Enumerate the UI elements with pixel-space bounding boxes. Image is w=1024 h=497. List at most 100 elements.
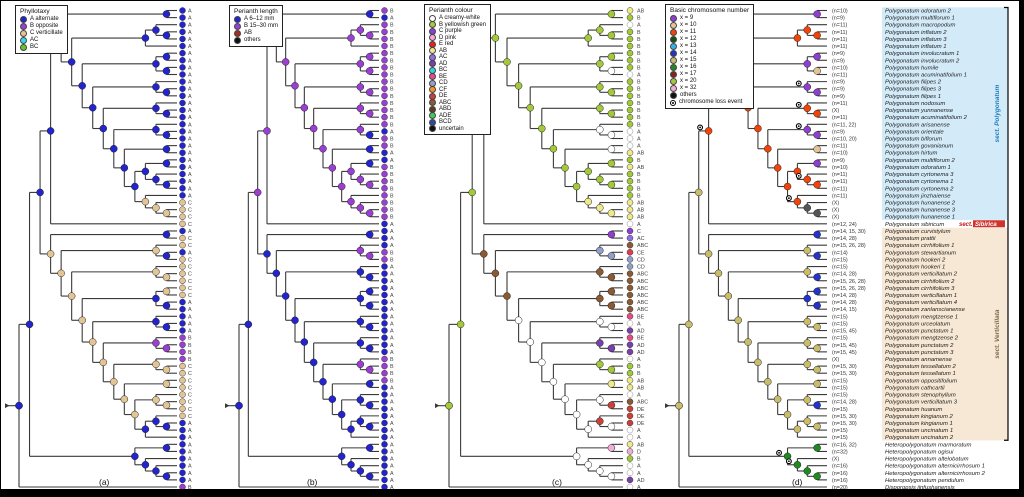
legend-item-label: DE [439, 93, 448, 99]
species-label: Polygonatum punctatum 3 [885, 350, 954, 356]
legend-item: x = 20 [670, 78, 749, 85]
ancestral-state-node [793, 425, 802, 433]
tip-state-label: B [188, 485, 192, 491]
ancestral-state-node [607, 230, 616, 239]
ancestral-state-node [596, 104, 604, 113]
ancestral-state-node [803, 396, 812, 404]
tip-state-label: A [188, 229, 192, 235]
tip-state-label: B [188, 357, 192, 363]
ancestral-state-node [803, 175, 812, 184]
tip-state-label: CD [637, 265, 645, 271]
ancestral-state-node [162, 88, 171, 97]
ancestral-state-node [152, 60, 160, 68]
tip-state-label: B [637, 172, 641, 178]
tip-state-label: B [637, 37, 641, 43]
chromosome-count-label: (n=11) [832, 37, 848, 43]
tip-state-dot [381, 469, 388, 477]
tip-state-dot [179, 78, 186, 85]
tip-state-dot [381, 412, 388, 420]
tip-state-label: CE [637, 250, 645, 256]
ancestral-state-node [110, 144, 118, 153]
species-label: Polygonatum cirrhifolium 2 [885, 279, 955, 285]
legend-item-label: ADE [439, 112, 452, 119]
tip-state-label: A [390, 286, 394, 292]
tip-state-label: B [637, 186, 641, 192]
ancestral-state-node [88, 338, 97, 346]
ancestral-state-node [813, 380, 821, 388]
chromosome-count-label: (n=15) [832, 265, 848, 271]
ancestral-state-node [813, 180, 821, 189]
chromosome-count-label: (n=15) [832, 378, 848, 384]
tip-state-label: B [390, 87, 394, 93]
tip-state-dot [626, 213, 634, 220]
tip-state-dot [626, 448, 634, 455]
tip-state-label: C [188, 265, 192, 271]
tip-state-dot [381, 170, 388, 178]
ancestral-state-node [803, 26, 812, 34]
ancestral-state-node [337, 452, 346, 461]
chromosome-count-label: (n=14, 28) [832, 236, 857, 242]
tip-state-label: A [188, 16, 192, 22]
tip-state-label: B [637, 364, 641, 370]
tip-state-dot [381, 192, 388, 199]
tip-state-dot [381, 21, 388, 28]
tip-state-label: A [188, 165, 192, 171]
tip-state-label: A [390, 129, 394, 135]
chromosome-count-label: (n=9) [832, 129, 845, 135]
tip-state-label: A [188, 471, 192, 477]
tip-state-label: A [390, 236, 394, 242]
ancestral-state-node [25, 320, 34, 329]
chromosome-count-label: (X) [832, 215, 839, 221]
tip-state-label: A [188, 9, 192, 15]
legend-item-label: ABC [439, 99, 452, 106]
ancestral-state-node [491, 269, 500, 278]
tip-state-dot [381, 78, 388, 85]
ancestral-state-node [347, 425, 355, 433]
tip-state-label: A [188, 300, 192, 306]
tip-state-label: B [390, 101, 394, 107]
tip-state-label: B [390, 37, 394, 43]
ancestral-state-node [813, 131, 821, 139]
legend-item-label: BCD [439, 119, 452, 125]
ancestral-state-node [152, 246, 160, 255]
tip-state-label: A [188, 329, 192, 335]
tip-state-label: B [390, 193, 394, 199]
ancestral-state-node [538, 358, 546, 367]
species-label: Polygonatum stewartianum [885, 250, 956, 256]
species-label: Polygonatum humile [885, 65, 939, 71]
ancestral-state-node [607, 180, 616, 189]
species-label: Polygonatum cyrtonema 2 [885, 186, 954, 192]
species-label: Polygonatum macropodum [885, 23, 955, 29]
chromosome-count-label: (n=15, 30) [832, 371, 857, 377]
ancestral-state-node [607, 31, 616, 40]
tip-state-dot [179, 99, 186, 107]
ancestral-state-node [561, 395, 569, 403]
legend-item: x = 10 [670, 22, 749, 29]
tip-state-dot [626, 256, 634, 263]
tip-state-label: B [390, 357, 394, 363]
legend-item-label: x = 15 [680, 57, 697, 63]
species-label: Heteropolygonatum ogisui [885, 449, 954, 455]
chromosome-count-label: (n=15, 30) [832, 421, 857, 427]
tip-state-dot [381, 291, 388, 299]
species-label: Polygonatum odoratum 2 [885, 9, 952, 15]
tip-state-dot [179, 369, 186, 377]
ancestral-state-node [813, 67, 821, 75]
tip-state-label: C [188, 364, 192, 370]
legend-item-label: AD [439, 60, 448, 67]
legend-item-label: CD [439, 80, 448, 86]
ancestral-state-node [596, 60, 604, 68]
chromosome-count-label: (n=15) [832, 407, 848, 413]
chromosome-count-label: (n=11, 22) [832, 122, 857, 128]
species-label: Polygonatum prattii [885, 236, 936, 242]
ancestral-state-node [365, 131, 374, 139]
tip-state-dot [626, 369, 634, 377]
tip-state-dot [626, 327, 634, 334]
loss-event-icon [670, 99, 676, 106]
chromosome-count-label: (n=16) [832, 478, 848, 484]
legend-item-label: A 6–12 mm [244, 16, 275, 22]
legend-item: x = 9 [670, 15, 749, 22]
ancestral-state-node [162, 131, 171, 139]
ancestral-state-node [803, 104, 812, 113]
tip-state-label: A [390, 329, 394, 335]
